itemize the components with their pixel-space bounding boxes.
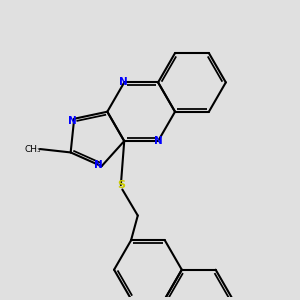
Text: CH₃: CH₃ xyxy=(24,145,41,154)
Text: N: N xyxy=(94,160,102,170)
Text: S: S xyxy=(117,180,125,190)
Text: N: N xyxy=(119,77,128,87)
Text: N: N xyxy=(68,116,77,126)
Text: N: N xyxy=(154,136,163,146)
